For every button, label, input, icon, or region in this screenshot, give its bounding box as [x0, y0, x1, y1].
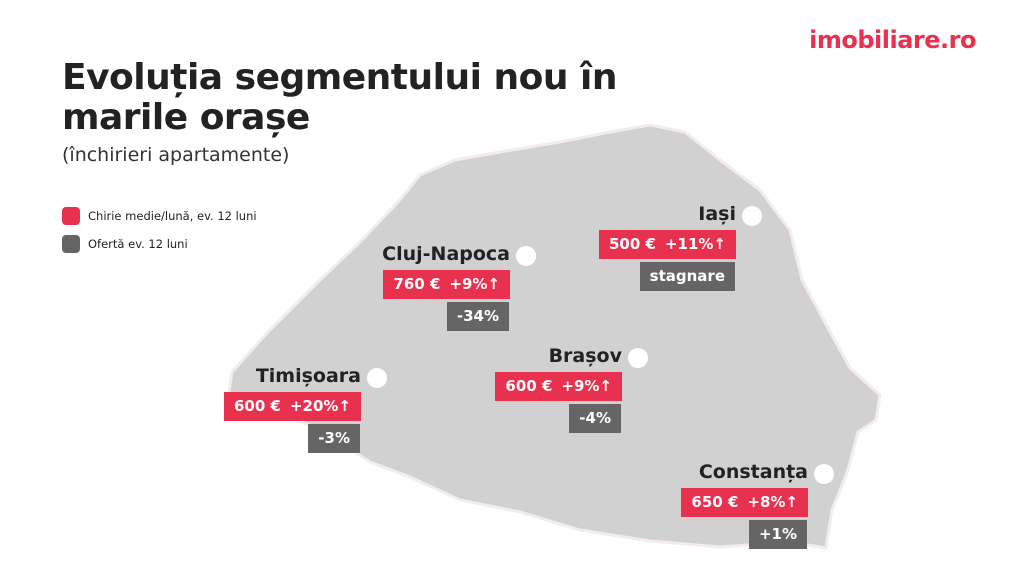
city-dot [814, 464, 834, 484]
legend: Chirie medie/lună, ev. 12 luni Ofertă ev.… [62, 206, 257, 262]
rent-change: +11%↑ [664, 235, 726, 253]
city-name: Constanța [698, 461, 808, 483]
city-dot [628, 348, 648, 368]
rent-value: 760 € [393, 275, 441, 293]
offer-box: stagnare [639, 262, 735, 291]
title-line: Evoluția segmentului nou în [62, 57, 617, 98]
legend-label: Ofertă ev. 12 luni [88, 237, 188, 251]
city-label: Cluj-Napoca 760 € +9%↑ -34% [382, 241, 510, 331]
offer-box: -34% [446, 302, 509, 331]
title: Evoluția segmentului nou în marile orașe [62, 58, 617, 138]
legend-swatch [62, 235, 80, 253]
rent-change: +20%↑ [289, 397, 351, 415]
city-label: Brașov 600 € +9%↑ -4% [495, 343, 622, 433]
rent-box: 650 € +8%↑ [681, 488, 808, 517]
city-dot [742, 206, 762, 226]
rent-value: 600 € [505, 377, 553, 395]
city-name: Timișoara [255, 365, 361, 387]
rent-box: 760 € +9%↑ [383, 270, 510, 299]
rent-value: 600 € [233, 397, 281, 415]
rent-change: +8%↑ [747, 493, 798, 511]
rent-value: 650 € [691, 493, 739, 511]
city-dot [367, 368, 387, 388]
city-dot [516, 246, 536, 266]
rent-box: 500 € +11%↑ [598, 230, 736, 259]
legend-swatch [62, 207, 80, 225]
city-label: Iași 500 € +11%↑ stagnare [598, 201, 736, 291]
rent-change: +9%↑ [561, 377, 612, 395]
city-name: Cluj-Napoca [382, 243, 510, 265]
rent-box: 600 € +9%↑ [495, 372, 622, 401]
subtitle: (închirieri apartamente) [62, 144, 290, 166]
logo: imobiliare.ro [809, 26, 976, 54]
rent-value: 500 € [608, 235, 656, 253]
rent-box: 600 € +20%↑ [223, 392, 361, 421]
offer-box: -3% [308, 424, 360, 453]
title-line: marile orașe [62, 97, 310, 138]
rent-change: +9%↑ [449, 275, 500, 293]
legend-item: Chirie medie/lună, ev. 12 luni [62, 206, 257, 226]
city-label: Timișoara 600 € +20%↑ -3% [223, 363, 361, 453]
city-label: Constanța 650 € +8%↑ +1% [681, 459, 808, 549]
city-name: Iași [698, 203, 736, 225]
legend-label: Chirie medie/lună, ev. 12 luni [88, 209, 257, 223]
city-name: Brașov [548, 345, 622, 367]
offer-box: +1% [748, 520, 807, 549]
legend-item: Ofertă ev. 12 luni [62, 234, 257, 254]
offer-box: -4% [569, 404, 621, 433]
